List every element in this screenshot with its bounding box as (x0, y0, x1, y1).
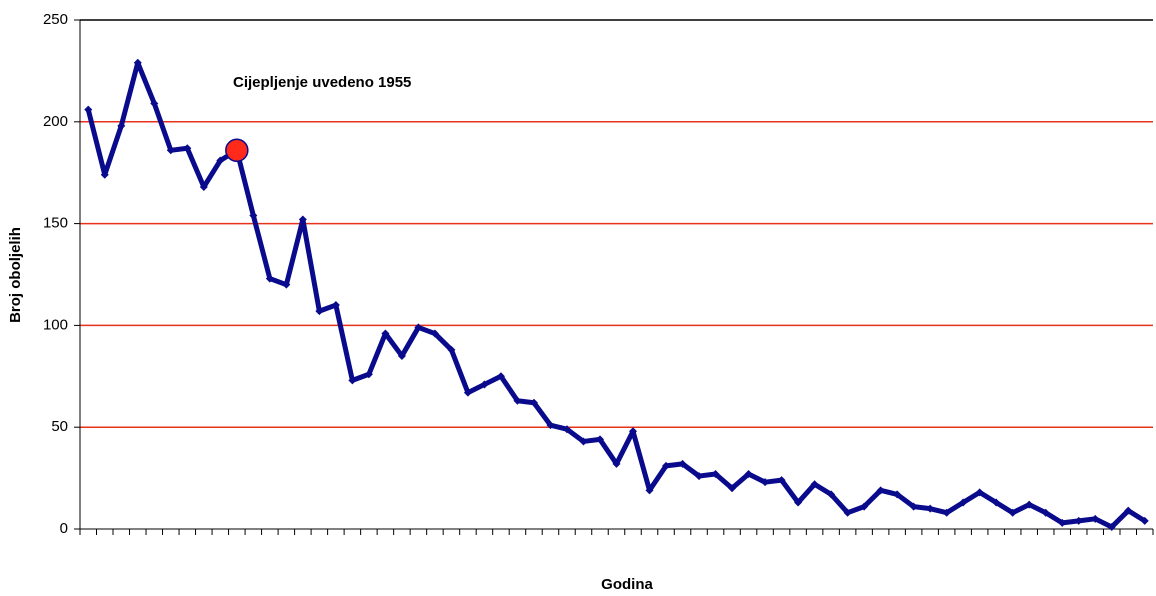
point (794, 498, 803, 507)
point (1008, 508, 1017, 517)
x-axis-label: Godina (601, 576, 653, 593)
y-axis-label: Broj oboljelih (7, 227, 24, 323)
point (629, 427, 638, 436)
point (249, 211, 258, 220)
point (1058, 518, 1067, 527)
point (992, 498, 1001, 507)
y-tick-label: 150 (43, 215, 68, 232)
point (893, 490, 902, 499)
point (298, 215, 307, 224)
point (1025, 500, 1034, 509)
point (1107, 522, 1116, 531)
highlight-point (225, 138, 249, 163)
point (662, 461, 671, 470)
point (430, 329, 439, 338)
point (117, 121, 126, 130)
point (728, 484, 737, 493)
point (1074, 516, 1083, 525)
y-tick-label: 100 (43, 316, 68, 333)
point (513, 396, 522, 405)
point (579, 437, 588, 446)
y-tick-label: 0 (60, 520, 68, 537)
y-tick-label: 250 (43, 11, 68, 28)
point (315, 307, 324, 316)
point (199, 182, 208, 191)
point (166, 146, 175, 155)
point (1041, 508, 1050, 517)
point (843, 508, 852, 517)
point (876, 486, 885, 495)
point (216, 156, 225, 165)
point (860, 502, 869, 511)
point (282, 280, 291, 289)
point (744, 470, 753, 479)
point (331, 301, 340, 310)
line (85, 60, 1147, 530)
point (348, 376, 357, 385)
y-tick-label: 50 (51, 418, 68, 435)
point (546, 421, 555, 430)
point (496, 372, 505, 381)
point (761, 478, 770, 487)
point (909, 502, 918, 511)
point (562, 425, 571, 434)
point (84, 105, 93, 114)
point (695, 472, 704, 481)
point (183, 144, 192, 153)
point (711, 470, 720, 479)
point (100, 170, 109, 179)
point (1124, 506, 1133, 515)
point (463, 388, 472, 397)
point (777, 476, 786, 485)
point (529, 398, 538, 407)
point (959, 498, 968, 507)
point (678, 459, 687, 468)
point (381, 329, 390, 338)
point (480, 380, 489, 389)
annotation: Cijepljenje uvedeno 1955 (233, 74, 411, 91)
point (447, 345, 456, 354)
y-tick-label: 200 (43, 113, 68, 130)
point (810, 480, 819, 489)
point (397, 351, 406, 360)
point (265, 274, 274, 283)
point (1140, 516, 1149, 525)
point (364, 370, 373, 379)
point (975, 488, 984, 497)
point (133, 58, 142, 67)
point (414, 323, 423, 332)
point (942, 508, 951, 517)
point (926, 504, 935, 513)
point (150, 99, 159, 108)
point (1091, 514, 1100, 523)
point (595, 435, 604, 444)
point (612, 459, 621, 468)
point (827, 490, 836, 499)
point (645, 486, 654, 495)
